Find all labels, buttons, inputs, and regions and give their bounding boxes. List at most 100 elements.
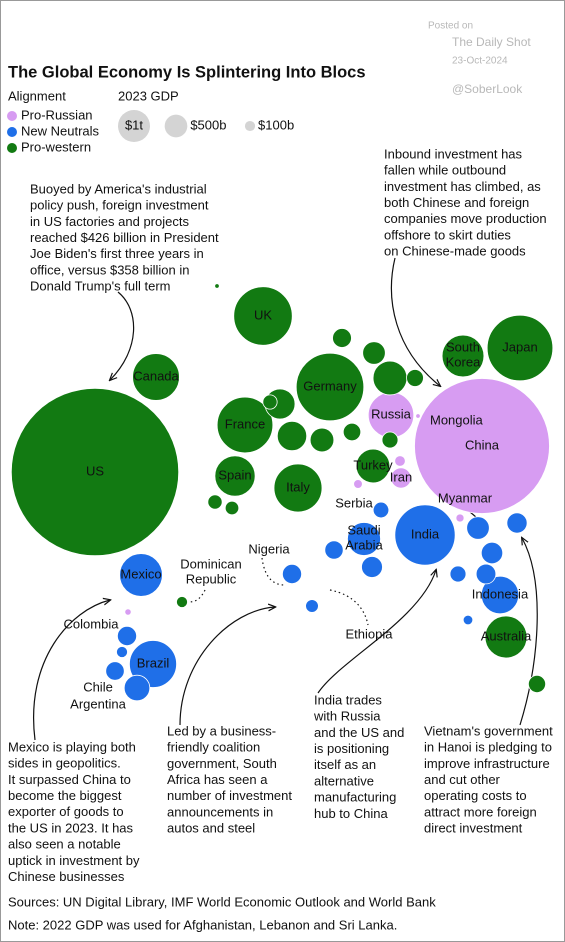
bubble-label: India	[411, 526, 440, 541]
bubble	[527, 674, 547, 694]
bubble	[372, 360, 408, 396]
annotation-line: policy push, foreign investment	[30, 198, 209, 213]
size-legend-label: $500b	[190, 117, 226, 132]
annotation-line: alternative	[314, 773, 374, 788]
legend-swatch	[7, 143, 17, 153]
size-legend-circle	[164, 114, 188, 138]
watermark: @SoberLook	[452, 82, 523, 96]
annotation-line: friendly coalition	[167, 740, 260, 755]
bubble	[347, 522, 381, 556]
bubble	[305, 599, 319, 613]
bubble	[233, 286, 293, 346]
bubble	[216, 396, 274, 454]
bubble	[372, 501, 390, 519]
annotation-line: hub to China	[314, 806, 388, 821]
annotation-line: government, South	[167, 756, 277, 771]
bubble	[390, 467, 412, 489]
bubble	[480, 541, 504, 565]
arrow	[317, 570, 436, 694]
annotation-line: fallen while outbound	[384, 163, 506, 178]
bubble-label: Japan	[502, 339, 537, 354]
annotation-line: Chinese businesses	[8, 869, 125, 884]
bubble	[262, 394, 278, 410]
bubble	[214, 283, 220, 289]
watermark: 23-Oct-2024	[452, 56, 508, 67]
bubble	[119, 553, 163, 597]
annotation-line: Joe Biden's first three years in	[30, 246, 204, 261]
bubble	[10, 387, 180, 557]
bubble-label: Brazil	[137, 655, 170, 670]
bubble	[309, 427, 335, 453]
bubble	[406, 369, 424, 387]
bubble	[214, 455, 256, 497]
bubble-label: Spain	[218, 467, 251, 482]
annotation-line: companies move production	[384, 211, 547, 226]
annotation-line: is positioning	[314, 741, 389, 756]
annotation-line: announcements in	[167, 804, 273, 819]
bubble-label: Ethiopia	[346, 626, 394, 641]
bubble-label: Mexico	[120, 566, 161, 581]
annotation-line: exporter of goods to	[8, 804, 124, 819]
bubble	[355, 448, 391, 484]
bubble-label: Dominican Republic	[180, 557, 241, 587]
size-legend-title: 2023 GDP	[118, 88, 179, 103]
bubble	[224, 500, 240, 516]
bubble-label-line: Arabia	[345, 538, 383, 553]
bubble-label-line: Korea	[446, 355, 481, 370]
bubble-label: Serbia	[335, 495, 373, 510]
arrow	[33, 600, 110, 741]
annotation-line: in US factories and projects	[30, 214, 189, 229]
annotation-line: Mexico is playing both	[8, 739, 136, 754]
annotation-line: in Hanoi is pledging to	[424, 740, 552, 755]
annotation-line: Donald Trump's full term	[30, 279, 170, 294]
watermark: Posted on	[428, 21, 473, 32]
bubble-label: Chile	[83, 679, 113, 694]
chart-title: The Global Economy Is Splintering Into B…	[8, 63, 366, 81]
bubble-label: Argentina	[70, 696, 126, 711]
annotation-line: the US in 2023. It has	[8, 820, 134, 835]
bubble-label: South Korea	[446, 340, 481, 370]
size-legend-circle	[118, 110, 150, 142]
bubble	[281, 564, 302, 585]
annotation-line: offshore to skirt duties	[384, 227, 511, 242]
bubble	[324, 540, 344, 560]
annotation-line: India trades	[314, 692, 382, 707]
bubble-label: UK	[254, 307, 272, 322]
bubble-label: France	[225, 416, 265, 431]
annotation-line: investment has climbed, as	[384, 179, 541, 194]
annotation-line: sides in geopolitics.	[8, 756, 121, 771]
legend-swatch	[7, 127, 17, 137]
bubble-label: Germany	[303, 378, 357, 393]
bubble-label: Turkey	[353, 457, 393, 472]
bubble-label: US	[86, 463, 104, 478]
annotation-line: Vietnam's government	[424, 723, 553, 738]
bubble	[116, 646, 128, 658]
leader	[261, 557, 286, 586]
bubble	[462, 614, 474, 626]
sources: Sources: UN Digital Library, IMF World E…	[8, 894, 436, 909]
bubble-label-line: Dominican	[180, 557, 241, 572]
bubble	[273, 463, 323, 513]
bubble-label: Colombia	[64, 616, 120, 631]
bubble	[486, 314, 554, 382]
bubble	[381, 431, 399, 449]
bubble	[506, 512, 528, 534]
annotation-line: improve infrastructure	[424, 756, 550, 771]
bubble	[414, 378, 550, 514]
leader	[329, 589, 369, 626]
bubble-label: Indonesia	[472, 586, 529, 601]
legend-title: Alignment	[8, 88, 66, 103]
bubble	[117, 626, 138, 647]
bubble-label-line: Saudi	[347, 523, 380, 538]
annotation-line: autos and steel	[167, 821, 255, 836]
annotation-line: Inbound investment has	[384, 146, 523, 161]
watermark: The Daily Shot	[452, 35, 531, 49]
note: Note: 2022 GDP was used for Afghanistan,…	[8, 917, 397, 932]
legend-label: New Neutrals	[21, 123, 100, 138]
bubble	[415, 413, 421, 419]
bubble	[332, 328, 352, 348]
bubble	[441, 334, 485, 378]
size-legend-circle	[244, 120, 256, 132]
arrow	[390, 257, 440, 386]
bubble	[342, 422, 362, 442]
